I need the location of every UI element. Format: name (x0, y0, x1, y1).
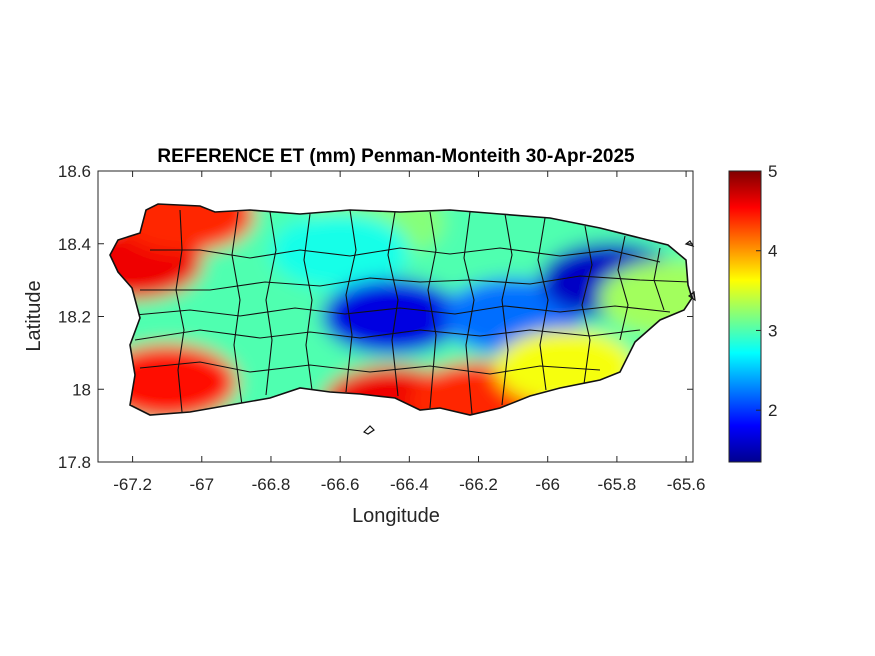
x-tick-label: -66 (535, 475, 560, 494)
heat-region-6 (270, 213, 411, 290)
x-tick-label: -65.6 (667, 475, 706, 494)
x-tick-label: -66.2 (459, 475, 498, 494)
y-tick-label: 18.2 (58, 308, 91, 327)
x-tick-label: -66.4 (390, 475, 429, 494)
colorbar-tick-label: 5 (768, 162, 777, 181)
x-tick-label: -65.8 (598, 475, 637, 494)
municipality-boundaries (134, 209, 691, 415)
y-axis-label: Latitude (23, 280, 45, 351)
y-tick-label: 17.8 (58, 453, 91, 472)
x-tick-label: -66.8 (252, 475, 291, 494)
chart-title: REFERENCE ET (mm) Penman-Monteith 30-Apr… (157, 146, 635, 167)
x-axis-label: Longitude (352, 505, 440, 527)
x-tick-label: -66.6 (321, 475, 360, 494)
y-tick-label: 18 (72, 380, 91, 399)
colorbar-tick-label: 4 (768, 242, 777, 261)
colorbar-gradient (728, 170, 762, 463)
x-tick-label: -67.2 (113, 475, 152, 494)
colorbar-tick-label: 3 (768, 321, 777, 340)
heat-region-7 (322, 278, 463, 355)
colorbar-tick-label: 2 (768, 401, 777, 420)
x-tick-label: -67 (189, 475, 214, 494)
y-tick-label: 18.4 (58, 235, 91, 254)
heat-region-1 (114, 204, 255, 253)
y-tick-label: 18.6 (58, 162, 91, 181)
colorbar: 2 3 4 5 (728, 162, 777, 463)
